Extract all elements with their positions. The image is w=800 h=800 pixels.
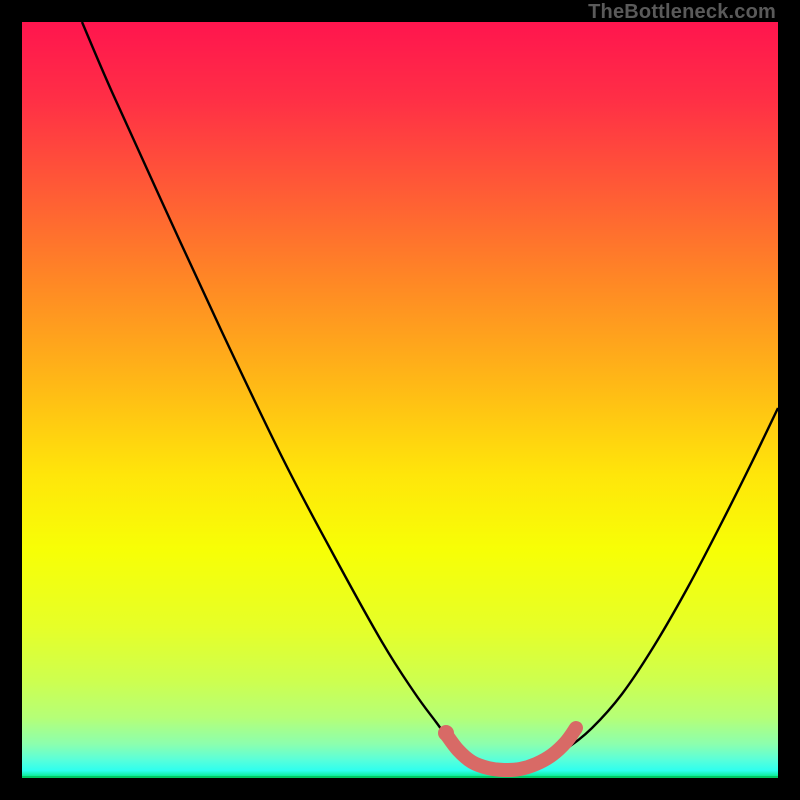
highlight-segment bbox=[446, 728, 576, 770]
chart-curve-layer bbox=[22, 22, 778, 778]
v-curve bbox=[82, 22, 778, 770]
watermark-text: TheBottleneck.com bbox=[588, 1, 776, 24]
chart-frame bbox=[22, 22, 778, 778]
